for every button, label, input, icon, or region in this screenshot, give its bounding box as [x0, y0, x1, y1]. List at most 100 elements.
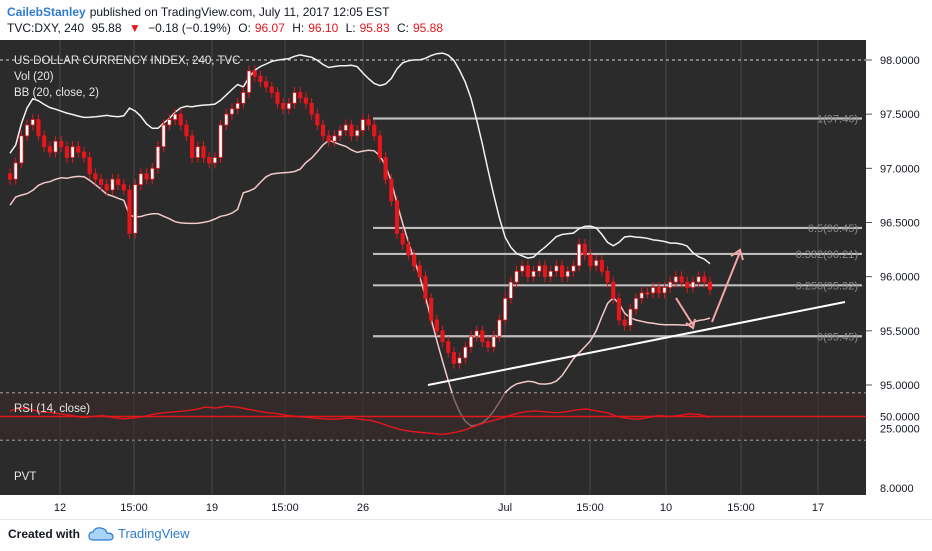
candle-body	[679, 276, 684, 283]
chart-canvas[interactable]: 1(97.46) 0.5(96.45) 0.382(96.21) 0.256(95.9…	[0, 40, 932, 519]
candle-body	[525, 265, 530, 278]
rsi-tick-label: 25.0000	[880, 423, 920, 435]
candle-body	[138, 173, 143, 185]
rsi-panel	[0, 393, 866, 440]
x-tick-label: Jul	[498, 502, 512, 514]
x-tick-label: 15:00	[727, 502, 755, 514]
high-value: 96.10	[308, 21, 339, 35]
candle-body	[656, 287, 661, 294]
chart-header: CailebStanley published on TradingView.co…	[0, 0, 932, 40]
candle-body	[622, 319, 627, 326]
indicator-bb: BB (20, close, 2)	[14, 87, 99, 99]
candle-body	[468, 335, 474, 348]
candle-body	[377, 135, 383, 158]
close-label: C:	[397, 21, 409, 35]
candle-body	[93, 173, 98, 180]
bollinger-bands	[9, 52, 711, 427]
candle-body	[98, 178, 104, 185]
y-tick-label: 96.5000	[880, 218, 920, 230]
up-arrow-head	[730, 248, 744, 261]
candle-body	[702, 276, 707, 283]
candle-body	[360, 119, 365, 131]
tradingview-brand[interactable]: TradingView	[118, 526, 190, 541]
candle-body	[480, 330, 485, 343]
candle-body	[53, 140, 58, 153]
candle-body	[315, 113, 320, 126]
up-arrow-line	[711, 251, 741, 323]
price-axis: 98.0000 97.5000 97.0000 96.5000 96.0000 95.50…	[866, 55, 920, 495]
fib-label: 0.5(96.45)	[808, 223, 858, 235]
x-tick-label: 10	[660, 502, 672, 514]
low-label: L:	[345, 21, 356, 35]
candle-body	[64, 146, 70, 158]
y-tick-label: 98.0000	[880, 55, 920, 67]
pvt-tick-label: 8.0000	[880, 483, 914, 495]
candle-body	[406, 243, 411, 256]
candle-body	[497, 319, 502, 337]
candle-body	[47, 146, 52, 153]
candle-body	[423, 276, 428, 299]
open-value: 96.07	[254, 21, 285, 35]
footer: Created with TradingView	[0, 519, 932, 551]
rsi-line	[9, 405, 711, 436]
rsi-label: RSI (14, close)	[14, 403, 90, 415]
candle-body	[161, 124, 166, 148]
fib-label: 0.256(95.92)	[796, 280, 858, 292]
candle-body	[229, 108, 235, 115]
price-axis-panel	[866, 40, 932, 519]
candle-body	[417, 265, 422, 278]
candle-body	[70, 146, 75, 158]
candle-body	[281, 102, 286, 110]
candle-body	[343, 124, 348, 131]
candle-body	[337, 130, 343, 137]
candle-body	[24, 124, 30, 137]
candle-body	[531, 270, 536, 278]
candle-body	[565, 270, 570, 278]
candle-body	[252, 70, 257, 77]
candle-body	[235, 102, 240, 110]
candle-body	[7, 173, 13, 180]
candle-body	[628, 308, 633, 326]
author-link[interactable]: CailebStanley	[7, 5, 86, 19]
candle-body	[707, 281, 713, 291]
candle-body	[178, 113, 183, 126]
y-tick-label: 95.0000	[880, 380, 920, 392]
candle-body	[133, 184, 138, 234]
y-tick-label: 97.5000	[880, 109, 920, 121]
fib-label: 1(97.46)	[817, 114, 858, 126]
candle-body	[269, 86, 274, 93]
candle-body	[212, 157, 217, 164]
candle-body	[668, 281, 673, 288]
candle-body	[616, 297, 622, 321]
candle-body	[696, 276, 701, 283]
rsi-tick-label: 50.0000	[880, 412, 920, 424]
candle-body	[201, 146, 206, 158]
candle-body	[195, 146, 200, 158]
high-label: H:	[292, 21, 305, 35]
bb-lower	[9, 139, 711, 427]
candle-body	[241, 92, 246, 104]
candle-body	[588, 254, 593, 267]
candle-body	[514, 270, 519, 283]
candle-body	[400, 232, 405, 245]
candle-body	[633, 297, 639, 310]
candle-body	[411, 254, 417, 267]
candle-body	[275, 92, 280, 104]
candle-body	[320, 124, 326, 137]
down-arrow-line	[675, 297, 694, 326]
support-trendline	[427, 301, 846, 386]
candle-body	[264, 81, 269, 88]
candle-body	[218, 124, 223, 158]
down-arrow-head	[685, 318, 696, 330]
candle-body	[190, 135, 195, 158]
chart-background	[0, 40, 932, 519]
candle-body	[582, 243, 587, 256]
x-tick-label: 26	[357, 502, 369, 514]
x-tick-label: 15:00	[576, 502, 604, 514]
tradingview-logo-icon	[88, 527, 114, 541]
y-tick-label: 95.5000	[880, 326, 920, 338]
candle-body	[520, 265, 525, 272]
close-value: 95.88	[413, 21, 444, 35]
candle-body	[144, 173, 149, 180]
price-candles	[7, 65, 713, 369]
